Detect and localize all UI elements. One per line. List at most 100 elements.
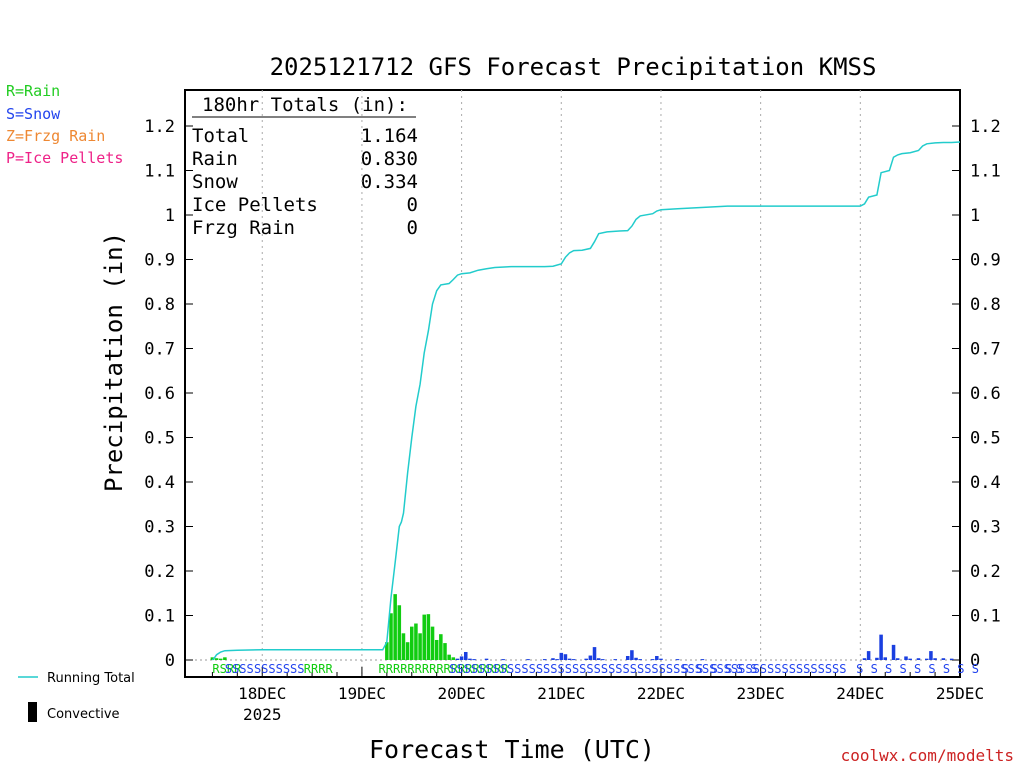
snow-bar [866,651,871,660]
precip-bars [210,594,954,661]
rain-bar [447,654,451,660]
y-tick-label-right: 0.1 [970,607,1001,627]
x-tick-label: 25DEC [936,684,984,703]
y-tick-label-left: 0.3 [144,518,175,538]
x-tick-label: 20DEC [438,684,486,703]
y-tick-label-left: 0.5 [144,429,175,449]
watermark: coolwx.com/modelts [841,746,1014,765]
snow-bar [472,659,476,661]
snow-bar [634,657,638,660]
totals-value-rain: 0.830 [361,148,418,170]
snow-bar [596,658,601,660]
totals-box: 180hr Totals (in): Total 1.164 Rain 0.83… [192,94,418,239]
running-total-layer [211,141,961,661]
snow-bar [559,652,564,660]
y-tick-label-right: 1 [970,206,980,226]
snow-bar [925,658,929,660]
snow-bar [567,658,572,660]
snow-bar [601,659,605,661]
precip-type-codes: RSRR [212,662,242,676]
snow-bar [459,656,464,660]
y-tick-label-right: 0.9 [970,251,1001,271]
rain-bar [414,623,418,660]
totals-value-total: 1.164 [361,125,418,147]
x-tick-sublabel: 2025 [243,705,282,724]
rain-bar [418,633,422,660]
x-tick-label: 19DEC [338,684,386,703]
snow-bar [638,659,642,661]
y-tick-label-right: 1.2 [970,117,1001,137]
snow-bar [700,659,705,661]
snow-bar [501,659,505,661]
rain-bar [393,594,397,660]
precip-type-codes: SSSSSSSSSSSSSSSSSSSSSSSSSSSSSSSSSSSSSSSS… [449,662,846,676]
rain-bar [434,639,439,660]
y-tick-label-left: 0.1 [144,607,175,627]
rain-bar [214,658,219,660]
snow-bar [650,659,655,661]
snow-bar [904,656,908,660]
rain-bar [410,626,414,660]
precip-type-codes: SSSSSSS [254,662,305,676]
rain-bar [397,605,402,660]
x-axis-ticks: 18DEC 2025 19DEC 20DEC 21DEC 22DEC 23DEC 24DEC 2… [211,667,984,724]
y-tick-label-right: 0.5 [970,429,1001,449]
x-tick-label: 18DEC [238,684,286,703]
snow-bar [551,658,555,660]
snow-bar [659,658,663,660]
x-tick-label: 24DEC [836,684,884,703]
rain-bar [223,657,227,660]
rain-bar [443,643,447,660]
totals-label-frzg-rain: Frzg Rain [192,217,295,239]
snow-bar [588,655,593,660]
precip-type-codes: S S S S [682,662,733,676]
y-axis-ticks: 0 00.1 0.10.2 0.20.3 0.30.4 0.40.5 0.50.6 0.60.… [144,117,1000,671]
snow-bar [630,650,634,660]
snow-bar [468,658,472,660]
snow-bar [908,658,912,660]
rain-bar [439,634,443,660]
snow-bar [675,659,680,661]
y-tick-label-left: 0.9 [144,251,175,271]
legend-rain-key: R=Rain [6,82,60,100]
y-tick-label-left: 0.8 [144,295,175,315]
y-tick-label-right: 0.6 [970,384,1001,404]
snow-bar [862,658,867,660]
chart-title: 2025121712 GFS Forecast Precipitation KM… [270,53,877,81]
totals-label-rain: Rain [192,148,238,170]
precip-type-codes: RRRRRRRRRRRRRRRRRR [379,662,510,676]
snow-bar [463,651,468,660]
snow-bar [584,658,588,660]
totals-label-snow: Snow [192,171,238,193]
rain-bar [426,614,431,660]
y-tick-label-right: 0.4 [970,473,1001,493]
x-tick-label: 22DEC [637,684,685,703]
precip-type-codes: S S [736,662,758,676]
snow-bar [455,658,460,660]
precip-type-codes: RRRR [304,662,334,676]
rain-bar [401,633,406,660]
legend-frzg-rain-key: Z=Frzg Rain [6,127,105,145]
rain-bar [218,658,223,660]
x-axis-label: Forecast Time (UTC) [369,735,655,764]
y-tick-label-right: 1.1 [970,162,1001,182]
totals-label-total: Total [192,125,249,147]
x-tick-label: 21DEC [537,684,585,703]
y-axis-label: Precipitation (in) [100,232,128,492]
snow-bar [879,634,883,660]
rain-bar [422,614,426,660]
rain-bar [451,657,456,660]
legend-snow-key: S=Snow [6,105,61,123]
totals-value-snow: 0.334 [361,171,418,193]
rain-bar [430,626,435,660]
y-tick-label-left: 1 [165,206,175,226]
snow-bar [542,659,547,661]
snow-bar [929,651,933,660]
y-tick-label-left: 0.2 [144,562,175,582]
convective-legend-swatch [28,702,37,722]
y-tick-label-left: 1.2 [144,117,175,137]
rain-bar [405,642,410,660]
snow-bar [625,655,630,660]
